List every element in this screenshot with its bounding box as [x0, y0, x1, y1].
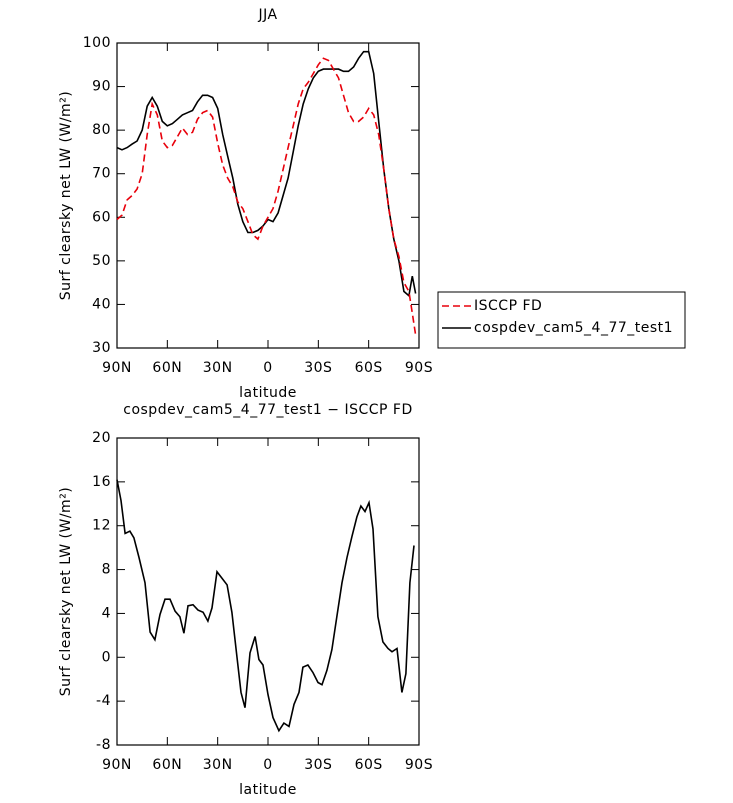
data-line: [116, 479, 415, 733]
y-tick-label: 0: [102, 649, 111, 665]
y-tick-label: 40: [92, 296, 111, 312]
x-tick-label: 60N: [152, 360, 182, 376]
x-tick-label: 60S: [355, 757, 383, 773]
y-tick-label: 100: [83, 35, 111, 51]
y-tick-label: -4: [96, 693, 111, 709]
x-tick-label: 0: [263, 360, 272, 376]
y-axis-label: Surf clearsky net LW (W/m²): [58, 487, 74, 697]
x-axis-label: latitude: [239, 782, 297, 798]
y-tick-label: 70: [92, 166, 111, 182]
data-line: [116, 57, 417, 336]
data-line: [116, 50, 417, 298]
x-tick-label: 30S: [304, 360, 332, 376]
x-tick-label: 60N: [152, 757, 182, 773]
legend-label: ISCCP FD: [474, 298, 542, 314]
y-tick-label: 30: [92, 340, 111, 356]
x-tick-label: 90N: [102, 360, 132, 376]
y-tick-label: 4: [102, 605, 111, 621]
x-tick-label: 30N: [203, 757, 233, 773]
y-tick-label: -8: [96, 737, 111, 753]
x-tick-label: 60S: [355, 360, 383, 376]
legend-label: cospdev_cam5_4_77_test1: [474, 320, 673, 336]
x-tick-label: 30S: [304, 757, 332, 773]
plot-frame: [116, 42, 420, 349]
x-tick-label: 90S: [405, 360, 433, 376]
y-tick-label: 90: [92, 79, 111, 95]
chart-title: cospdev_cam5_4_77_test1 − ISCCP FD: [123, 402, 413, 418]
y-tick-label: 60: [92, 209, 111, 225]
x-tick-label: 90S: [405, 757, 433, 773]
x-tick-label: 30N: [203, 360, 233, 376]
y-tick-label: 80: [92, 122, 111, 138]
y-tick-label: 8: [102, 562, 111, 578]
y-tick-label: 12: [92, 518, 111, 534]
y-tick-label: 16: [92, 474, 111, 490]
x-tick-label: 90N: [102, 757, 132, 773]
y-tick-label: 50: [92, 253, 111, 269]
x-tick-label: 0: [263, 757, 272, 773]
plot-frame: [116, 437, 420, 746]
y-axis-label: Surf clearsky net LW (W/m²): [58, 91, 74, 301]
y-tick-label: 20: [92, 430, 111, 446]
x-axis-label: latitude: [239, 385, 297, 401]
legend-box: [437, 291, 686, 349]
chart-title: JJA: [257, 7, 277, 23]
